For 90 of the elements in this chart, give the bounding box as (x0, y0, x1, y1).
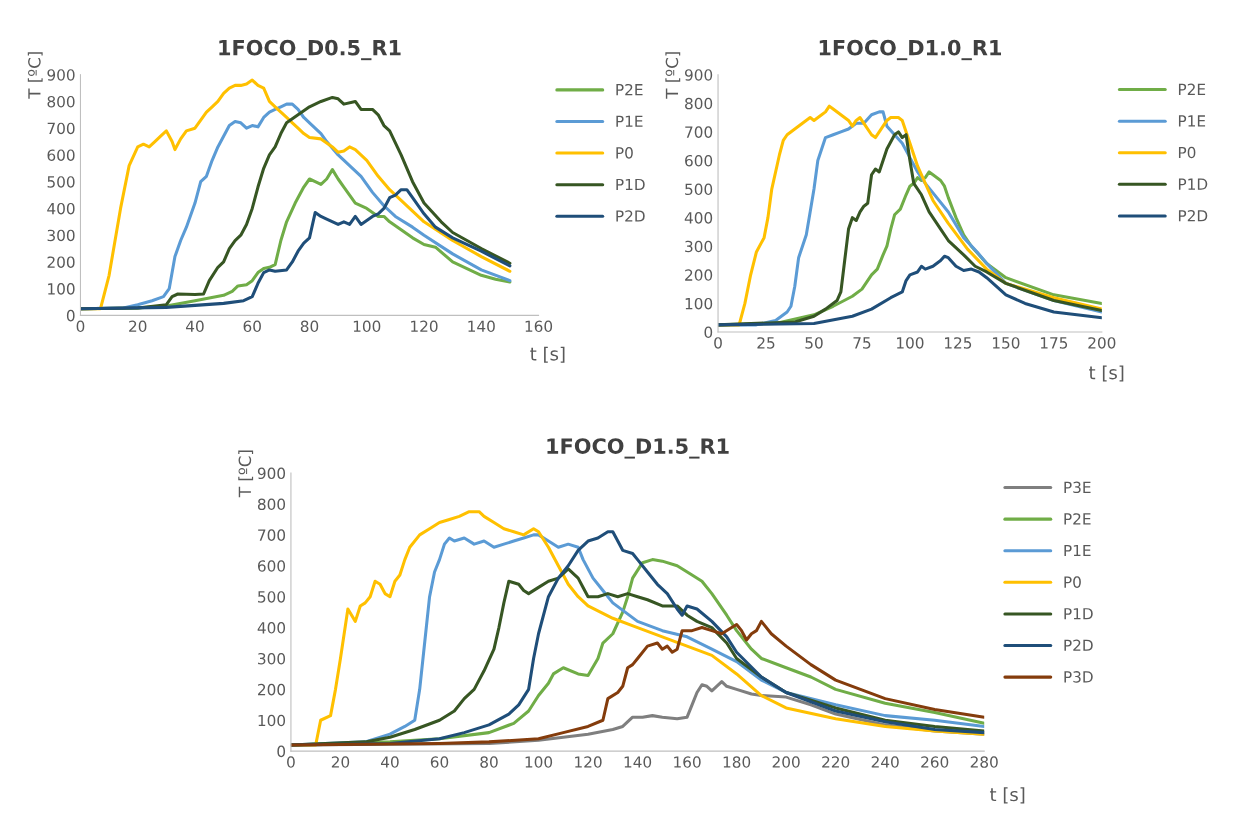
x-tick-label: 75 (853, 337, 871, 349)
x-tick-label: 200 (772, 756, 800, 768)
y-tick-label: 100 (258, 714, 286, 727)
y-tick-label: 900 (47, 69, 75, 81)
x-tick-label: 100 (525, 756, 553, 768)
y-tick-label: 900 (684, 69, 713, 81)
x-axis-title: t [s] (989, 787, 1025, 804)
y-tick-label: 800 (685, 97, 713, 110)
legend-label: P3D (1064, 671, 1093, 683)
x-tick-label: 140 (624, 756, 652, 768)
legend-label: P1D (1178, 178, 1208, 190)
y-tick-label: 200 (47, 256, 75, 268)
y-tick-label: 400 (257, 622, 286, 634)
legend-label: P2E (616, 83, 643, 96)
x-tick-label: 260 (921, 756, 949, 768)
chart-title: 1FOCO_D0.5_R1 (219, 39, 401, 61)
x-tick-label: 60 (430, 756, 449, 768)
x-tick-label: 25 (757, 337, 775, 349)
y-tick-label: 300 (685, 240, 713, 253)
x-axis-title: t [s] (530, 346, 565, 363)
y-tick-label: 0 (66, 309, 75, 322)
x-tick-label: 0 (76, 320, 85, 333)
y-tick-label: 900 (257, 467, 286, 480)
x-tick-label: 40 (186, 320, 204, 333)
x-tick-label: 80 (480, 756, 498, 768)
x-tick-label: 100 (897, 337, 924, 349)
x-tick-label: 200 (1088, 337, 1116, 349)
x-tick-label: 150 (992, 337, 1020, 349)
chart-title: 1FOCO_D1.0_R1 (819, 39, 1001, 61)
x-tick-label: 100 (353, 320, 381, 333)
legend-label: P2D (1064, 639, 1093, 651)
y-tick-label: 600 (47, 149, 75, 161)
x-axis-title: t [s] (1089, 365, 1124, 382)
x-tick-label: 20 (331, 756, 350, 768)
legend-label: P2D (1178, 209, 1208, 222)
x-tick-label: 60 (243, 320, 261, 333)
y-tick-label: 300 (258, 652, 286, 665)
legend-label: P2E (1178, 83, 1206, 95)
legend-label: P1D (616, 178, 645, 191)
y-tick-label: 500 (685, 183, 713, 196)
y-axis-title: T [ºC] (238, 450, 254, 498)
y-tick-label: 800 (47, 95, 75, 108)
x-tick-label: 20 (129, 320, 147, 333)
y-tick-label: 700 (258, 529, 286, 541)
x-tick-label: 50 (805, 337, 823, 349)
line-series (290, 619, 985, 747)
x-tick-label: 140 (468, 320, 495, 333)
x-tick-label: 0 (287, 756, 295, 768)
x-tick-label: 175 (1040, 337, 1068, 349)
x-tick-label: 120 (575, 756, 602, 768)
legend-label: P1E (1178, 115, 1206, 127)
legend-label: P2D (616, 210, 645, 222)
y-tick-label: 700 (47, 122, 75, 135)
y-axis-title: T [ºC] (665, 52, 681, 99)
chart-title: 1FOCO_D1.5_R1 (547, 438, 729, 459)
line-series (718, 254, 1102, 327)
x-tick-label: 180 (723, 756, 751, 768)
y-tick-label: 300 (47, 229, 75, 242)
x-tick-label: 160 (674, 756, 701, 768)
y-tick-label: 500 (47, 176, 75, 188)
y-tick-label: 0 (277, 745, 286, 758)
legend-label: P1D (1064, 608, 1093, 620)
legend-label: P3E (1064, 481, 1091, 494)
legend-label: P0 (616, 147, 633, 159)
legend-label: P0 (1178, 146, 1196, 159)
x-tick-label: 0 (714, 337, 722, 349)
y-tick-label: 100 (685, 297, 713, 310)
legend-label: P2E (1064, 513, 1091, 525)
x-tick-label: 125 (945, 337, 972, 349)
y-tick-label: 500 (258, 591, 286, 603)
x-tick-label: 80 (300, 320, 319, 333)
y-axis-title: T [ºC] (27, 52, 43, 99)
y-tick-label: 800 (257, 498, 286, 511)
x-tick-label: 220 (822, 756, 850, 768)
y-tick-label: 100 (48, 283, 75, 295)
x-tick-label: 240 (871, 756, 899, 768)
legend-label: P1E (1064, 544, 1091, 557)
y-tick-label: 200 (258, 683, 286, 696)
legend-label: P0 (1064, 576, 1081, 588)
legend-label: P1E (616, 115, 643, 127)
y-tick-label: 700 (685, 126, 713, 138)
y-tick-label: 400 (684, 212, 713, 224)
x-tick-label: 120 (411, 320, 438, 333)
x-tick-label: 280 (970, 756, 998, 768)
y-tick-label: 600 (257, 560, 286, 572)
y-tick-label: 600 (685, 154, 713, 167)
y-tick-label: 400 (47, 202, 75, 215)
x-tick-label: 40 (381, 756, 399, 768)
y-tick-label: 200 (685, 269, 713, 281)
x-tick-label: 160 (525, 320, 553, 333)
